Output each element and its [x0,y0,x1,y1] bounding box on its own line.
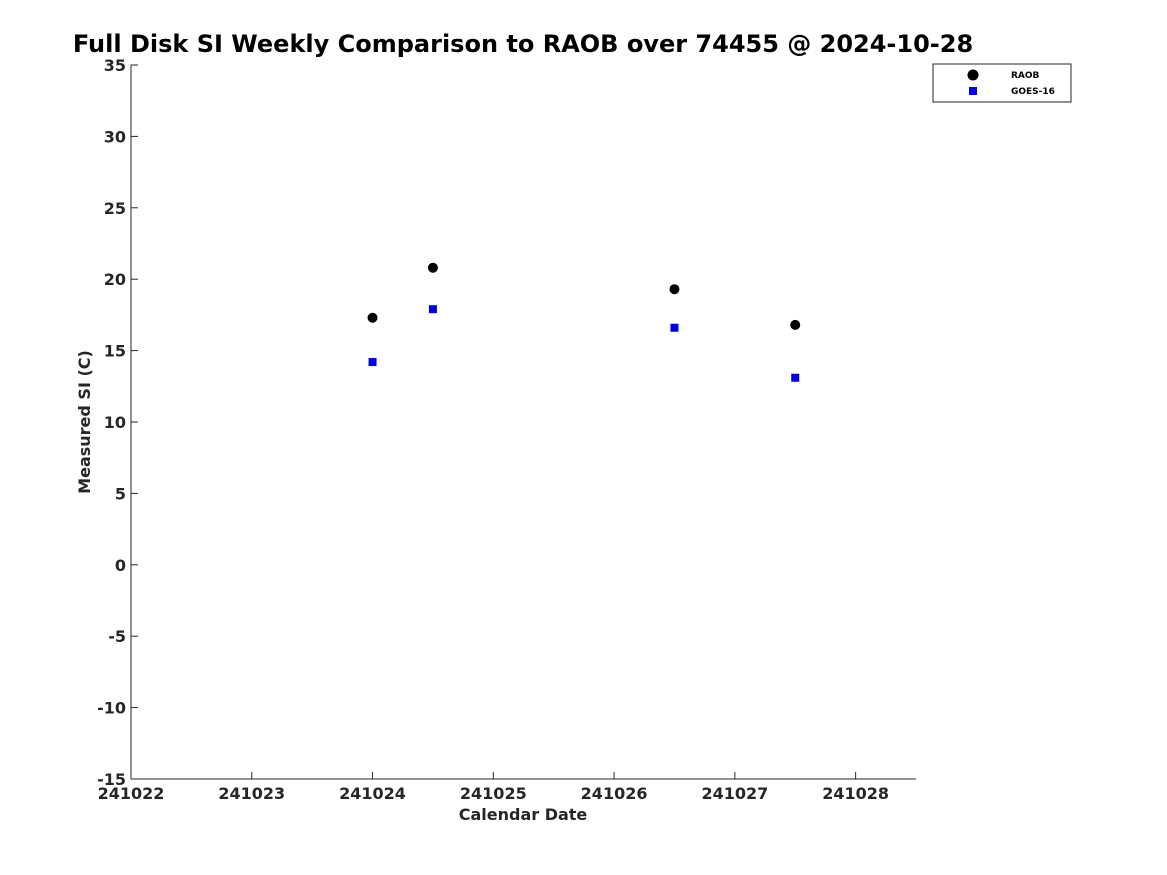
chart-title: Full Disk SI Weekly Comparison to RAOB o… [73,30,973,58]
legend-box [932,63,1072,103]
y-tick-label: 5 [115,484,126,503]
y-tick-label: -10 [97,699,126,718]
legend: RAOB GOES-16 [932,63,1072,103]
raob-point [790,319,801,330]
y-axis-label: Measured SI (C) [75,350,94,494]
x-axis-ticks: 241022 241023 241024 241025 241026 241027 2410… [98,772,889,803]
raob-point [669,284,680,295]
y-tick-label: -15 [97,770,126,789]
goes-16-point [791,373,800,382]
x-tick-label: 241027 [701,784,768,803]
data-points [367,262,801,382]
y-tick-label: 15 [104,342,126,361]
y-tick-label: 20 [104,270,126,289]
y-tick-label: 10 [104,413,126,432]
raob-point [367,312,378,323]
y-tick-label: 35 [104,56,126,75]
legend-goes-16-label: GOES-16 [1011,87,1055,97]
y-tick-label: 25 [104,199,126,218]
x-tick-label: 241022 [98,784,165,803]
legend-raob-marker [967,69,979,81]
x-tick-label: 241028 [822,784,889,803]
x-tick-label: 241023 [218,784,285,803]
legend-raob-label: RAOB [1011,71,1040,81]
y-tick-label: -5 [108,627,126,646]
goes-16-point [368,358,377,367]
raob-point [427,262,438,273]
y-tick-label: 30 [104,127,126,146]
goes-16-point [428,305,437,314]
y-axis-ticks: 35 30 25 20 15 10 5 0 -5 -10 -15 [97,56,138,789]
x-tick-label: 241025 [460,784,527,803]
legend-goes-16-marker [969,87,977,95]
x-tick-label: 241026 [581,784,648,803]
x-tick-label: 241024 [339,784,406,803]
y-tick-label: 0 [115,556,126,575]
goes-16-point [670,323,679,332]
x-axis-label: Calendar Date [459,805,588,824]
